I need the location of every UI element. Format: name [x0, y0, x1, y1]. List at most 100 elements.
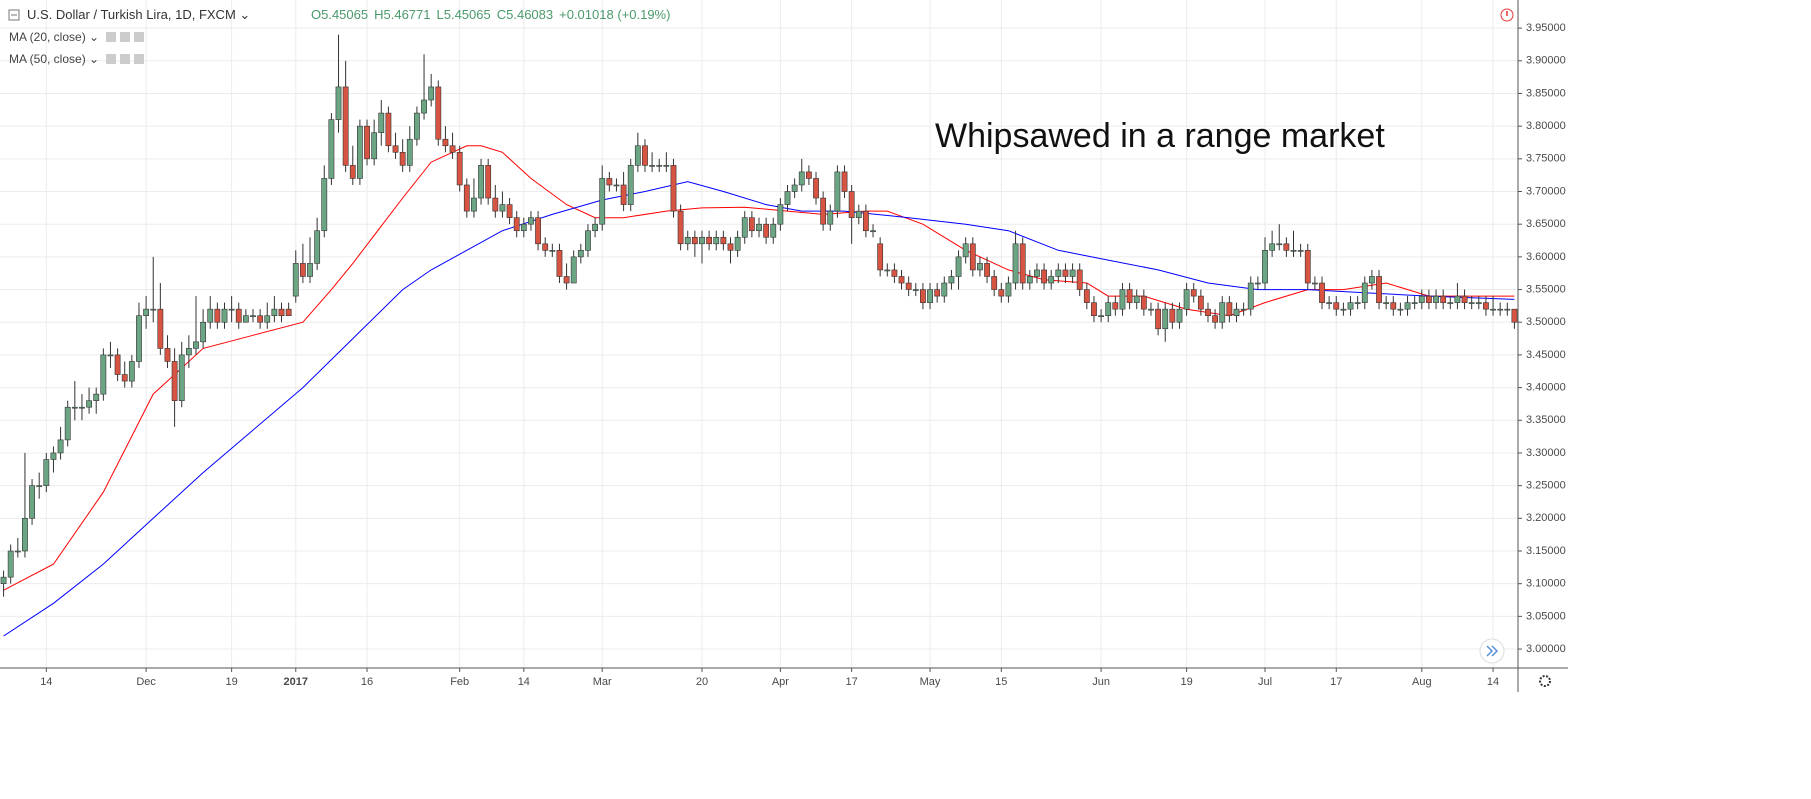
- ma-line: [3, 145, 1515, 591]
- candle-body: [1262, 250, 1268, 284]
- candle-body: [513, 217, 520, 232]
- candle-body: [1162, 308, 1169, 330]
- candle-body: [399, 151, 406, 166]
- x-tick-label: Dec: [136, 676, 156, 688]
- symbol[interactable]: U.S. Dollar / Turkish Lira, 1D, FXCM ⌄: [27, 7, 251, 22]
- ma-icon[interactable]: [134, 54, 144, 64]
- candle-body: [784, 191, 791, 205]
- candle-body: [663, 165, 670, 167]
- candle-body: [1304, 250, 1311, 284]
- ma-icon[interactable]: [106, 32, 116, 42]
- candle-body: [285, 308, 292, 316]
- settings-icon[interactable]: [1539, 675, 1551, 687]
- x-tick-label: 20: [696, 676, 708, 688]
- collapse-button[interactable]: [8, 9, 20, 21]
- candle-body: [763, 223, 770, 238]
- candle-body: [1347, 302, 1354, 310]
- y-tick-label: 3.80000: [1526, 120, 1566, 132]
- candle-body: [1440, 295, 1447, 303]
- candle-body: [1119, 289, 1126, 310]
- candle-body: [235, 308, 242, 323]
- candle-body: [264, 315, 271, 323]
- candle-body: [93, 393, 100, 401]
- x-tick-label: 14: [1487, 676, 1499, 688]
- candle-body: [1497, 308, 1504, 311]
- symbol-text: U.S. Dollar / Turkish Lira, 1D, FXCM: [27, 7, 236, 22]
- candle-body: [1447, 302, 1454, 304]
- candle-body: [1055, 269, 1062, 277]
- candle-body: [128, 361, 135, 382]
- alert-icon[interactable]: [1500, 8, 1514, 22]
- candle-body: [691, 236, 698, 245]
- candle-body: [805, 171, 812, 179]
- candle-body: [884, 269, 891, 272]
- candle-body: [1233, 308, 1240, 316]
- candle-body: [257, 315, 264, 323]
- candle-body: [677, 210, 684, 245]
- ma-icon[interactable]: [120, 54, 130, 64]
- candle-body: [549, 250, 556, 252]
- candle-body: [727, 243, 734, 251]
- candle-body: [207, 308, 214, 323]
- candle-body: [670, 165, 677, 212]
- candle-body: [713, 236, 720, 245]
- candle-body: [442, 138, 449, 147]
- candle-body: [185, 348, 192, 356]
- y-tick-label: 3.30000: [1526, 447, 1566, 459]
- candle-body: [1483, 302, 1489, 310]
- legend-entry[interactable]: MA (20, close) ⌄: [9, 30, 100, 44]
- candle-body: [528, 217, 534, 225]
- x-tick-label: Jul: [1258, 676, 1272, 688]
- candle-body: [649, 165, 655, 167]
- candle-body: [50, 452, 57, 460]
- candle-body: [813, 178, 819, 199]
- candle-body: [1205, 308, 1211, 316]
- y-tick-label: 3.55000: [1526, 283, 1566, 295]
- candle-body: [1112, 302, 1119, 310]
- legend-entry[interactable]: MA (50, close) ⌄: [9, 52, 100, 66]
- candle-body: [1076, 269, 1083, 290]
- x-tick-label: 15: [995, 676, 1007, 688]
- legend-text: MA (50, close): [9, 52, 86, 66]
- candle-body: [1468, 302, 1475, 304]
- x-tick-label: 17: [846, 676, 858, 688]
- candle-body: [14, 550, 21, 553]
- candle-body: [556, 250, 563, 277]
- candle-body: [406, 138, 413, 166]
- candle-body: [941, 282, 948, 297]
- candle-body: [1276, 243, 1283, 246]
- candle-body: [834, 171, 841, 212]
- candle-body: [307, 263, 313, 277]
- ma-icon[interactable]: [134, 32, 144, 42]
- x-tick-label: May: [920, 676, 941, 688]
- candle-body: [642, 145, 648, 166]
- candle-body: [1283, 243, 1290, 251]
- ma-icon[interactable]: [120, 32, 130, 42]
- candle-body: [1091, 302, 1097, 316]
- candle-body: [820, 197, 827, 225]
- candle-body: [599, 178, 606, 225]
- candle-body: [1454, 295, 1461, 303]
- candle-body: [542, 243, 549, 251]
- y-tick-label: 3.10000: [1526, 578, 1566, 590]
- candle-body: [499, 204, 506, 212]
- x-tick-label: 16: [361, 676, 373, 688]
- candle-body: [955, 256, 962, 277]
- candle-body: [378, 112, 385, 133]
- y-tick-label: 3.05000: [1526, 610, 1566, 622]
- y-tick-label: 3.25000: [1526, 480, 1566, 492]
- ma-icon[interactable]: [106, 54, 116, 64]
- candle-body: [463, 184, 470, 212]
- plot-bg: [0, 0, 1568, 692]
- candle-body: [1319, 282, 1325, 303]
- candle-body: [620, 184, 627, 205]
- candle-body: [449, 145, 456, 153]
- candle-body: [927, 289, 933, 303]
- candle-body: [1226, 302, 1233, 316]
- candle-body: [1354, 302, 1361, 304]
- y-tick-label: 3.15000: [1526, 545, 1566, 557]
- candle-body: [948, 276, 955, 284]
- candle-body: [79, 406, 85, 409]
- x-tick-label: Feb: [450, 676, 469, 688]
- candle-body: [634, 145, 641, 166]
